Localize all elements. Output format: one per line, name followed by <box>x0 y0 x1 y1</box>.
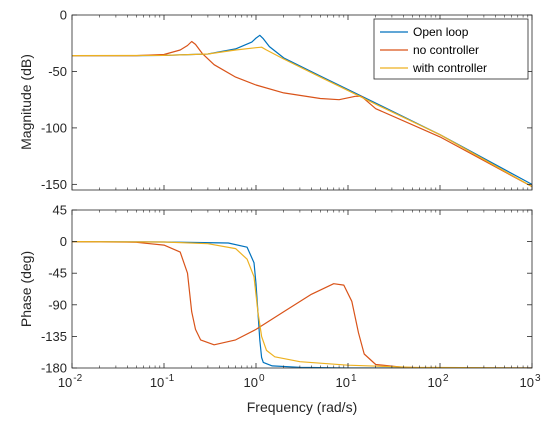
magnitude-ticks: 0 -50 -100 -150 <box>41 8 533 192</box>
legend-label-2: no controller <box>413 43 479 57</box>
magnitude-y-tick-label: -150 <box>41 177 67 192</box>
magnitude-y-tick-label: -100 <box>41 120 67 135</box>
magnitude-series-group <box>72 34 532 188</box>
phase-series-1-line <box>72 241 532 368</box>
magnitude-axes-frame <box>71 14 533 191</box>
x-tick-label: 102 <box>427 373 448 390</box>
phase-y-tick-label: 45 <box>53 203 67 218</box>
phase-y-axis-label: Phase (deg) <box>18 251 34 327</box>
x-tick-label: 101 <box>335 373 356 390</box>
phase-y-tick-label: -45 <box>48 266 67 281</box>
magnitude-series-2-line <box>72 40 532 188</box>
x-tick-label: 103 <box>519 373 540 390</box>
phase-series-3-line <box>72 241 532 368</box>
magnitude-y-axis-label: Magnitude (dB) <box>18 54 34 150</box>
x-tick-label: 10-2 <box>58 373 83 390</box>
legend-label-3: with controller <box>412 61 487 75</box>
magnitude-panel: 0 -50 -100 -150 Magnitude (dB) <box>18 8 533 192</box>
magnitude-y-tick-label: 0 <box>60 8 67 23</box>
phase-y-tick-label: -180 <box>41 361 67 376</box>
phase-series-group <box>72 241 532 368</box>
phase-y-tick-label: -90 <box>48 297 67 312</box>
phase-y-tick-label: -135 <box>41 329 67 344</box>
legend-box <box>373 18 529 80</box>
magnitude-y-tick-label: -50 <box>48 64 67 79</box>
phase-axes-frame <box>71 209 533 369</box>
legend: Open loop no controller with controller <box>373 18 529 80</box>
x-tick-label: 10-1 <box>150 373 175 390</box>
x-axis-label: Frequency (rad/s) <box>247 399 357 415</box>
phase-y-tick-label: 0 <box>60 234 67 249</box>
legend-label-1: Open loop <box>413 25 469 39</box>
phase-series-2-line <box>72 241 532 368</box>
x-tick-label: 100 <box>243 373 264 390</box>
magnitude-series-3-line <box>72 46 532 188</box>
